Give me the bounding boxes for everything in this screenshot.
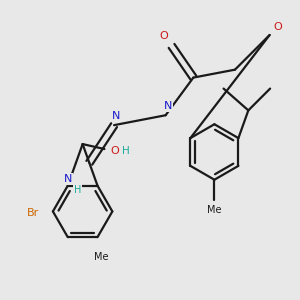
- Text: N: N: [64, 174, 72, 184]
- Text: O: O: [159, 31, 168, 41]
- Text: Me: Me: [94, 252, 109, 262]
- Text: N: N: [112, 111, 120, 121]
- Text: H: H: [122, 146, 130, 156]
- Text: O: O: [110, 146, 119, 156]
- Text: Me: Me: [207, 206, 222, 215]
- Text: N: N: [164, 101, 172, 111]
- Text: Br: Br: [27, 208, 39, 218]
- Text: O: O: [273, 22, 282, 32]
- Text: H: H: [74, 184, 82, 194]
